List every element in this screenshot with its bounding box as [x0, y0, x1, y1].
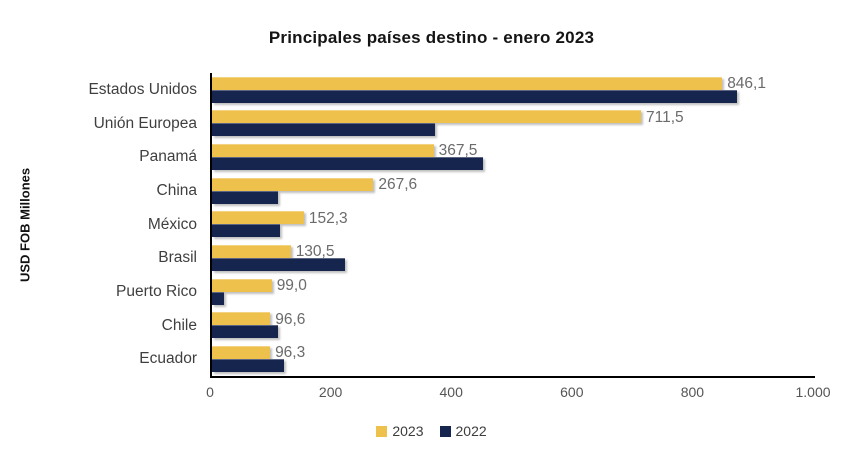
- x-tick-label: 400: [439, 384, 463, 400]
- bar-group: 130,5: [212, 241, 815, 275]
- category-label: Ecuador: [139, 350, 197, 368]
- y-axis-label: USD FOB Millones: [17, 167, 33, 282]
- bar-2022: [212, 190, 279, 204]
- legend-swatch-icon: [376, 425, 388, 437]
- category-label: Estados Unidos: [88, 80, 197, 98]
- bar-2022: [212, 157, 484, 171]
- bar-2023: 96,3: [212, 344, 305, 361]
- value-label: 99,0: [276, 276, 307, 294]
- bar-group: 99,0: [212, 275, 815, 309]
- category-label: China: [156, 181, 198, 199]
- bar-group: 152,3: [212, 208, 815, 242]
- bar-2023: 99,0: [212, 277, 307, 294]
- category-label: Puerto Rico: [116, 282, 197, 300]
- bar-2022: [212, 325, 279, 339]
- bar-2022: [212, 291, 225, 305]
- value-label: 96,6: [275, 310, 306, 328]
- legend-swatch-icon: [439, 425, 451, 437]
- category-label: Panamá: [139, 148, 197, 166]
- value-label: 152,3: [308, 209, 348, 227]
- category-label: Chile: [161, 316, 197, 334]
- x-tick-label: 800: [680, 384, 705, 400]
- bar-2022: [212, 258, 345, 272]
- category-label: Unión Europea: [93, 114, 197, 132]
- legend-item-2022: 2022: [439, 423, 487, 439]
- bar-2022: [212, 224, 281, 238]
- bar-group: 96,6: [212, 309, 815, 343]
- bar-2022: [212, 89, 737, 103]
- plot-area: 846,1 711,5 367,5 267,6 152,3 130,5 99,0 96,6 96…: [210, 73, 815, 378]
- bar-group: 96,3: [212, 342, 815, 376]
- legend-item-2023: 2023: [376, 423, 424, 439]
- legend-label: 2023: [392, 423, 424, 439]
- value-label: 267,6: [378, 175, 418, 193]
- bar-group: 367,5: [212, 140, 815, 174]
- bar-2023: 130,5: [212, 243, 334, 260]
- value-label: 367,5: [438, 142, 478, 160]
- x-tick-label: 200: [318, 384, 343, 400]
- bar-group: 267,6: [212, 174, 815, 208]
- x-tick-label: 1.000: [795, 384, 831, 400]
- x-tick-label: 600: [560, 384, 584, 400]
- bar-2022: [212, 359, 285, 373]
- bar-2022: [212, 123, 436, 137]
- bar-2023: 367,5: [212, 142, 477, 159]
- category-label: Brasil: [158, 249, 197, 267]
- value-label: 846,1: [727, 74, 766, 92]
- category-axis-labels: Estados Unidos Unión Europea Panamá China Mé…: [40, 73, 203, 376]
- chart-title: Principales países destino - enero 2023: [268, 28, 595, 47]
- value-label: 711,5: [646, 108, 684, 126]
- bar-2023: 267,6: [212, 176, 417, 193]
- x-axis-ticks: 0 200 400 600 800 1.000: [206, 384, 830, 402]
- value-label: 96,3: [275, 344, 306, 362]
- value-label: 130,5: [295, 243, 335, 261]
- bar-2023: 846,1: [212, 75, 766, 92]
- category-label: México: [147, 215, 197, 233]
- bar-group: 846,1: [212, 73, 815, 107]
- legend-label: 2022: [455, 423, 487, 439]
- bar-2023: 152,3: [212, 210, 348, 227]
- bar-2023: 96,6: [212, 311, 305, 328]
- bar-group: 711,5: [212, 107, 815, 141]
- x-tick-label: 0: [206, 384, 214, 400]
- legend: 2023 2022: [0, 423, 863, 439]
- bar-2023: 711,5: [212, 109, 684, 126]
